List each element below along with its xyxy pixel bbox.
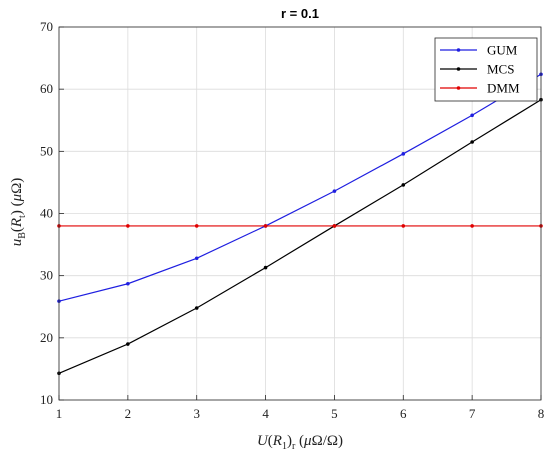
y-axis-label: uB(Rt) (μΩ) <box>9 178 28 247</box>
x-tick-label: 8 <box>538 406 545 421</box>
legend-label-gum: GUM <box>487 43 518 58</box>
x-tick-label: 6 <box>400 406 407 421</box>
x-tick-label: 5 <box>331 406 338 421</box>
x-tick-label: 1 <box>56 406 63 421</box>
x-tick-label: 7 <box>469 406 476 421</box>
x-tick-label: 2 <box>125 406 132 421</box>
legend-marker-dmm <box>456 86 461 90</box>
x-tick-label: 4 <box>262 406 269 421</box>
data-point-dmm <box>194 224 199 228</box>
data-point-gum <box>401 152 406 156</box>
data-point-gum <box>470 113 474 118</box>
data-point-mcs <box>470 140 474 144</box>
data-point-gum <box>332 189 337 193</box>
series-line-gum <box>58 73 542 302</box>
legend-label-mcs: MCS <box>487 62 514 77</box>
chart-title: r = 0.1 <box>281 6 319 21</box>
legend-marker-gum <box>456 48 461 52</box>
legend-label-dmm: DMM <box>487 81 520 96</box>
series-line-mcs <box>58 99 542 374</box>
ticks: 1 2 3 4 5 6 7 8 10 20 30 40 50 60 70 <box>40 19 544 421</box>
y-tick-label: 50 <box>40 143 53 158</box>
data-point-mcs <box>401 183 406 187</box>
data-point-gum <box>194 256 199 261</box>
y-tick-label: 40 <box>40 206 53 221</box>
data-point-mcs <box>263 265 268 270</box>
x-tick-label: 3 <box>193 406 200 421</box>
data-point-dmm <box>332 224 337 228</box>
y-tick-label: 60 <box>40 81 53 96</box>
legend-marker-mcs <box>456 67 461 71</box>
data-point-dmm <box>401 224 406 228</box>
y-tick-label: 30 <box>40 268 53 283</box>
data-point-dmm <box>263 224 268 228</box>
data-point-dmm <box>126 224 130 228</box>
series-group <box>57 72 543 376</box>
data-point-gum <box>126 281 130 286</box>
x-axis-label: U(R1)r (μΩ/Ω) <box>257 433 343 452</box>
data-point-mcs <box>126 342 130 346</box>
y-tick-label: 10 <box>40 392 53 407</box>
legend: GUM MCS DMM <box>434 37 538 102</box>
y-tick-label: 20 <box>40 330 53 345</box>
data-point-mcs <box>194 306 199 310</box>
data-point-dmm <box>470 224 474 228</box>
y-tick-label: 70 <box>40 19 53 34</box>
